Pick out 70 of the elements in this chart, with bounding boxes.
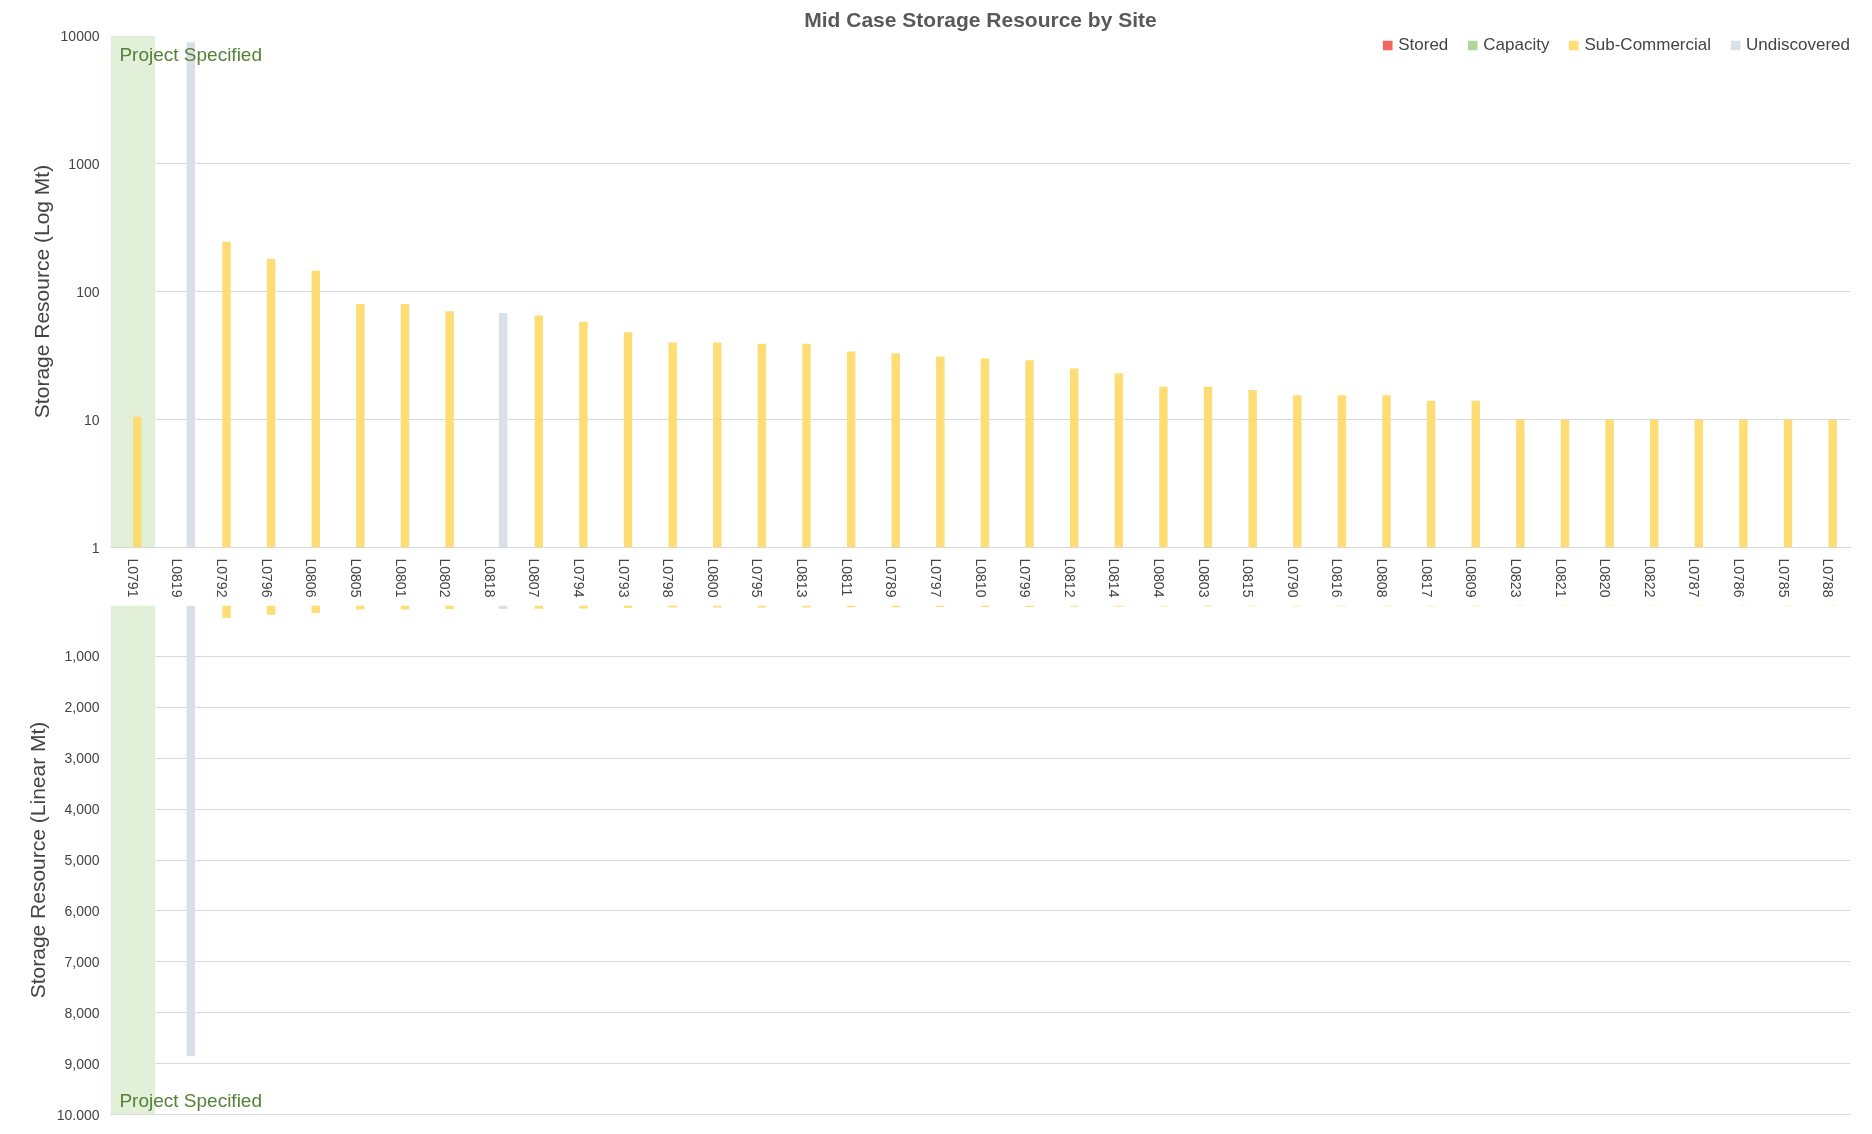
x-tick-label: L0804 xyxy=(1150,558,1167,598)
y-tick-label: 4,000 xyxy=(64,801,100,818)
band-label: Project Specified xyxy=(119,43,262,65)
x-tick-label: L0785 xyxy=(1775,558,1792,598)
x-tick-label: L0809 xyxy=(1463,558,1480,598)
x-tick-label: L0810 xyxy=(972,558,989,598)
x-tick-label: L0821 xyxy=(1552,558,1569,598)
bar xyxy=(400,605,410,610)
y-tick-label: 9,000 xyxy=(64,1055,100,1072)
bar xyxy=(668,605,677,608)
x-tick-label: L0793 xyxy=(615,558,632,598)
x-tick-label: L0786 xyxy=(1730,558,1747,598)
bar xyxy=(266,605,276,615)
x-tick-label: L0799 xyxy=(1017,558,1034,598)
y-tick-label: 10000 xyxy=(60,27,100,44)
x-tick-label: L0790 xyxy=(1284,558,1301,598)
x-tick-label: L0813 xyxy=(794,558,811,598)
x-tick-label: L0814 xyxy=(1106,558,1123,598)
legend-label: Stored xyxy=(1398,35,1449,55)
x-tick-label: L0791 xyxy=(124,558,141,598)
legend-label: Sub-Commercial xyxy=(1584,35,1712,55)
x-tick-label: L0822 xyxy=(1641,558,1658,598)
x-tick-label: L0795 xyxy=(749,558,766,598)
x-tick-label: L0802 xyxy=(437,558,454,598)
x-tick-label: L0817 xyxy=(1418,558,1435,598)
y-axis-title: Storage Resource (Linear Mt) xyxy=(25,721,49,999)
x-tick-label: L0792 xyxy=(214,558,231,598)
x-tick-label: L0788 xyxy=(1820,558,1837,598)
y-tick-label: 1 xyxy=(91,539,100,556)
y-axis-title: Storage Resource (Log Mt) xyxy=(29,164,53,419)
x-tick-label: L0823 xyxy=(1507,558,1524,598)
x-tick-label: L0803 xyxy=(1195,558,1212,598)
x-tick-label: L0800 xyxy=(704,558,721,598)
y-tick-label: 6,000 xyxy=(64,902,100,919)
x-tick-label: L0796 xyxy=(258,558,275,598)
x-tick-label: L0816 xyxy=(1329,558,1346,598)
y-tick-label: 8,000 xyxy=(64,1004,100,1021)
bar xyxy=(445,605,454,610)
x-tick-label: L0806 xyxy=(303,558,320,598)
y-tick-label: 100 xyxy=(76,283,100,300)
x-tick-label: L0797 xyxy=(927,558,944,598)
y-tick-label: 3,000 xyxy=(64,750,100,767)
band-label: Project Specified xyxy=(119,1089,262,1111)
x-tick-label: L0818 xyxy=(481,558,498,598)
x-tick-label: L0808 xyxy=(1374,558,1391,598)
legend-label: Undiscovered xyxy=(1746,35,1850,55)
x-tick-label: L0789 xyxy=(883,558,900,598)
bar xyxy=(356,605,365,610)
y-tick-label: 5,000 xyxy=(64,852,100,868)
x-tick-label: L0811 xyxy=(838,558,855,597)
y-tick-label: 7,000 xyxy=(64,953,100,970)
x-tick-label: L0787 xyxy=(1686,558,1703,598)
bar xyxy=(311,605,320,613)
x-tick-label: L0801 xyxy=(392,558,409,598)
y-tick-label: 2,000 xyxy=(64,699,100,716)
y-tick-label: 1000 xyxy=(68,155,100,172)
bar xyxy=(713,605,722,608)
x-tick-label: L0794 xyxy=(570,558,587,598)
x-tick-label: L0812 xyxy=(1061,558,1078,598)
chart-title: Mid Case Storage Resource by Site xyxy=(804,7,1157,31)
x-tick-label: L0805 xyxy=(347,558,364,598)
bar xyxy=(222,605,231,618)
legend-label: Capacity xyxy=(1483,35,1550,55)
x-tick-label: L0820 xyxy=(1597,558,1614,598)
x-tick-label: L0807 xyxy=(526,558,543,598)
y-tick-label: 10 xyxy=(83,411,100,428)
x-tick-label: L0815 xyxy=(1240,558,1257,598)
x-tick-label: L0819 xyxy=(169,558,186,598)
y-tick-label: 1,000 xyxy=(64,648,100,665)
x-tick-label: L0798 xyxy=(660,558,677,598)
